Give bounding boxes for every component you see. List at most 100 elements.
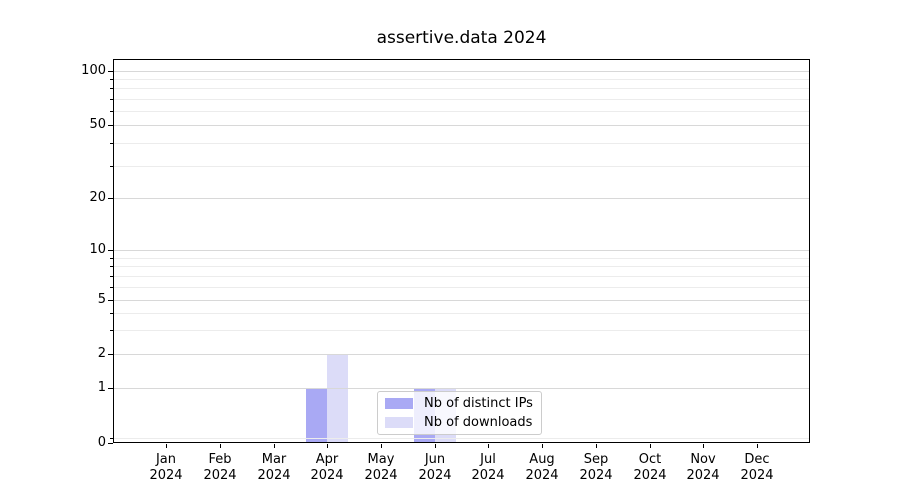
x-tick-month: Jun bbox=[424, 452, 446, 467]
y-tick-label: 2 bbox=[97, 346, 106, 361]
major-gridline bbox=[113, 71, 810, 72]
x-tick-year: 2024 bbox=[203, 468, 237, 483]
x-tick bbox=[542, 444, 543, 448]
x-tick bbox=[327, 444, 328, 448]
minor-gridline bbox=[113, 166, 810, 167]
x-tick-label: Mar 2024 bbox=[242, 452, 306, 484]
minor-gridline bbox=[113, 99, 810, 100]
bar-nb-of-downloads-apr bbox=[327, 354, 348, 443]
minor-gridline bbox=[113, 313, 810, 314]
y-tick bbox=[108, 71, 113, 72]
y-minor-tick bbox=[110, 166, 113, 167]
y-tick-label: 5 bbox=[97, 292, 106, 307]
x-tick-month: Dec bbox=[744, 452, 770, 467]
x-tick-year: 2024 bbox=[525, 468, 559, 483]
y-tick-label: 50 bbox=[89, 117, 106, 132]
minor-gridline bbox=[113, 287, 810, 288]
major-gridline bbox=[113, 125, 810, 126]
minor-gridline bbox=[113, 111, 810, 112]
x-tick-label: Aug 2024 bbox=[510, 452, 574, 484]
y-tick bbox=[108, 198, 113, 199]
grid-layer bbox=[113, 59, 810, 443]
x-tick-month: May bbox=[367, 452, 395, 467]
x-tick-year: 2024 bbox=[364, 468, 398, 483]
x-tick-year: 2024 bbox=[310, 468, 344, 483]
minor-gridline bbox=[113, 258, 810, 259]
x-tick bbox=[650, 444, 651, 448]
y-tick bbox=[108, 388, 113, 389]
x-tick bbox=[166, 444, 167, 448]
y-minor-tick bbox=[110, 313, 113, 314]
y-minor-tick bbox=[110, 79, 113, 80]
x-tick-year: 2024 bbox=[740, 468, 774, 483]
x-tick bbox=[757, 444, 758, 448]
x-tick-month: Jan bbox=[155, 452, 177, 467]
y-minor-tick bbox=[110, 287, 113, 288]
y-minor-tick bbox=[110, 276, 113, 277]
x-tick-label: May 2024 bbox=[349, 452, 413, 484]
x-tick-year: 2024 bbox=[257, 468, 291, 483]
x-tick-month: Nov bbox=[690, 452, 716, 467]
x-tick-label: Sep 2024 bbox=[564, 452, 628, 484]
x-tick bbox=[274, 444, 275, 448]
x-tick-year: 2024 bbox=[149, 468, 183, 483]
y-tick-label: 0 bbox=[97, 435, 106, 450]
x-tick-label: Jul 2024 bbox=[456, 452, 520, 484]
y-tick bbox=[108, 443, 113, 444]
x-tick-label: Apr 2024 bbox=[295, 452, 359, 484]
x-tick bbox=[381, 444, 382, 448]
major-gridline bbox=[113, 300, 810, 301]
legend-label-distinct-ips: Nb of distinct IPs bbox=[424, 396, 533, 411]
x-tick-year: 2024 bbox=[633, 468, 667, 483]
y-minor-tick bbox=[110, 438, 113, 439]
minor-gridline bbox=[113, 79, 810, 80]
x-tick bbox=[488, 444, 489, 448]
minor-gridline bbox=[113, 143, 810, 144]
y-tick-label: 10 bbox=[89, 242, 106, 257]
major-gridline bbox=[113, 250, 810, 251]
bar-nb-of-distinct-ips-apr bbox=[306, 388, 327, 443]
x-tick-month: Feb bbox=[208, 452, 232, 467]
x-tick-year: 2024 bbox=[418, 468, 452, 483]
x-tick bbox=[596, 444, 597, 448]
x-tick-label: Nov 2024 bbox=[671, 452, 735, 484]
x-tick-month: Jul bbox=[480, 452, 496, 467]
x-tick-label: Jun 2024 bbox=[403, 452, 467, 484]
minor-gridline bbox=[113, 276, 810, 277]
x-tick-year: 2024 bbox=[686, 468, 720, 483]
legend: Nb of distinct IPs Nb of downloads bbox=[377, 391, 542, 435]
minor-gridline bbox=[113, 330, 810, 331]
major-gridline bbox=[113, 354, 810, 355]
x-tick-label: Feb 2024 bbox=[188, 452, 252, 484]
legend-swatch-distinct-ips bbox=[385, 398, 413, 409]
y-tick-label: 100 bbox=[81, 63, 106, 78]
y-tick-label: 20 bbox=[89, 190, 106, 205]
x-tick-month: Aug bbox=[529, 452, 555, 467]
y-minor-tick bbox=[110, 143, 113, 144]
x-tick bbox=[703, 444, 704, 448]
y-tick bbox=[108, 250, 113, 251]
x-tick-label: Jan 2024 bbox=[134, 452, 198, 484]
x-tick-label: Dec 2024 bbox=[725, 452, 789, 484]
legend-item-distinct-ips: Nb of distinct IPs bbox=[385, 396, 541, 411]
y-tick bbox=[108, 354, 113, 355]
x-tick-label: Oct 2024 bbox=[618, 452, 682, 484]
minor-gridline bbox=[113, 266, 810, 267]
plot-area: Nb of distinct IPs Nb of downloads bbox=[113, 59, 810, 443]
chart-title: assertive.data 2024 bbox=[376, 28, 547, 48]
x-tick-year: 2024 bbox=[471, 468, 505, 483]
y-minor-tick bbox=[110, 258, 113, 259]
y-minor-tick bbox=[110, 330, 113, 331]
major-gridline bbox=[113, 198, 810, 199]
minor-gridline bbox=[113, 88, 810, 89]
legend-label-downloads: Nb of downloads bbox=[424, 415, 533, 430]
x-tick-month: Sep bbox=[583, 452, 609, 467]
y-minor-tick bbox=[110, 99, 113, 100]
y-tick bbox=[108, 125, 113, 126]
legend-item-downloads: Nb of downloads bbox=[385, 415, 541, 430]
x-tick-month: Oct bbox=[638, 452, 662, 467]
x-tick-month: Apr bbox=[315, 452, 339, 467]
major-gridline bbox=[113, 388, 810, 389]
x-tick-month: Mar bbox=[261, 452, 287, 467]
